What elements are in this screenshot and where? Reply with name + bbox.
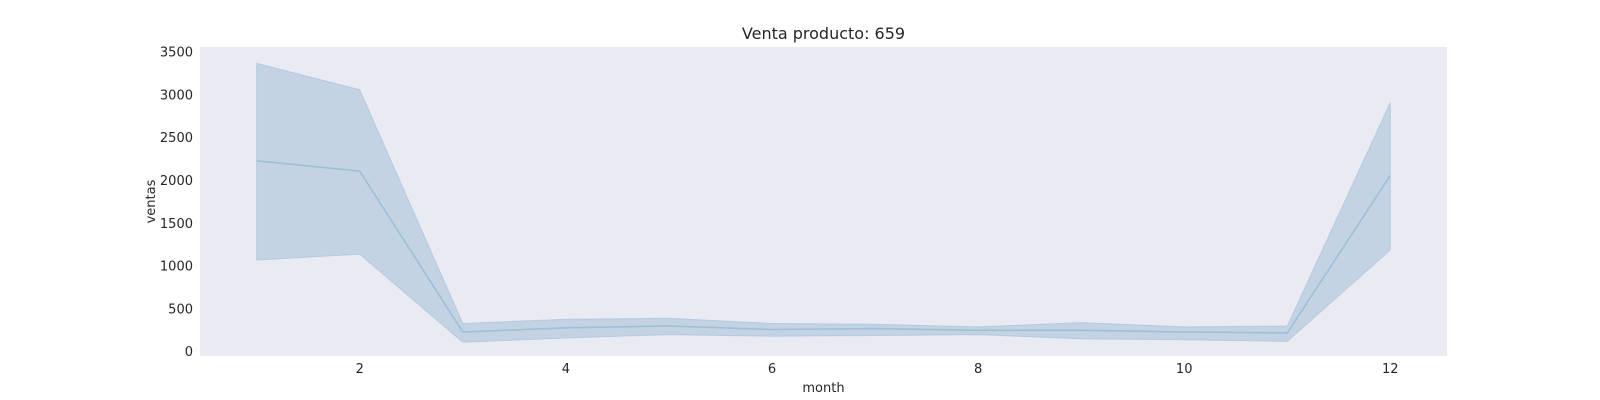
y-axis-ticks: 0 500 1000 1500 2000 2500 3000 3500 [160,46,193,361]
y-tick-label: 1000 [160,260,193,275]
y-tick-label: 500 [168,302,193,317]
x-tick-label: 2 [356,362,364,377]
y-tick-label: 2000 [160,174,193,189]
y-tick-label: 3000 [160,88,193,103]
y-tick-label: 1500 [160,217,193,232]
confidence-band-layer [256,62,1391,343]
x-tick-label: 10 [1176,362,1193,377]
x-tick-label: 6 [768,362,776,377]
y-axis-label: ventas [144,179,159,223]
x-axis-label: month [802,381,844,396]
x-tick-label: 4 [562,362,570,377]
confidence-band [256,62,1391,343]
y-tick-label: 2500 [160,131,193,146]
x-tick-label: 8 [974,362,982,377]
x-axis-ticks: 2 4 6 8 10 12 [356,362,1399,377]
series-line [256,160,1391,334]
y-tick-label: 3500 [160,46,193,61]
series-line-layer [256,160,1391,334]
y-tick-label: 0 [185,345,193,360]
chart-title: Venta producto: 659 [742,24,905,43]
x-tick-label: 12 [1382,362,1399,377]
